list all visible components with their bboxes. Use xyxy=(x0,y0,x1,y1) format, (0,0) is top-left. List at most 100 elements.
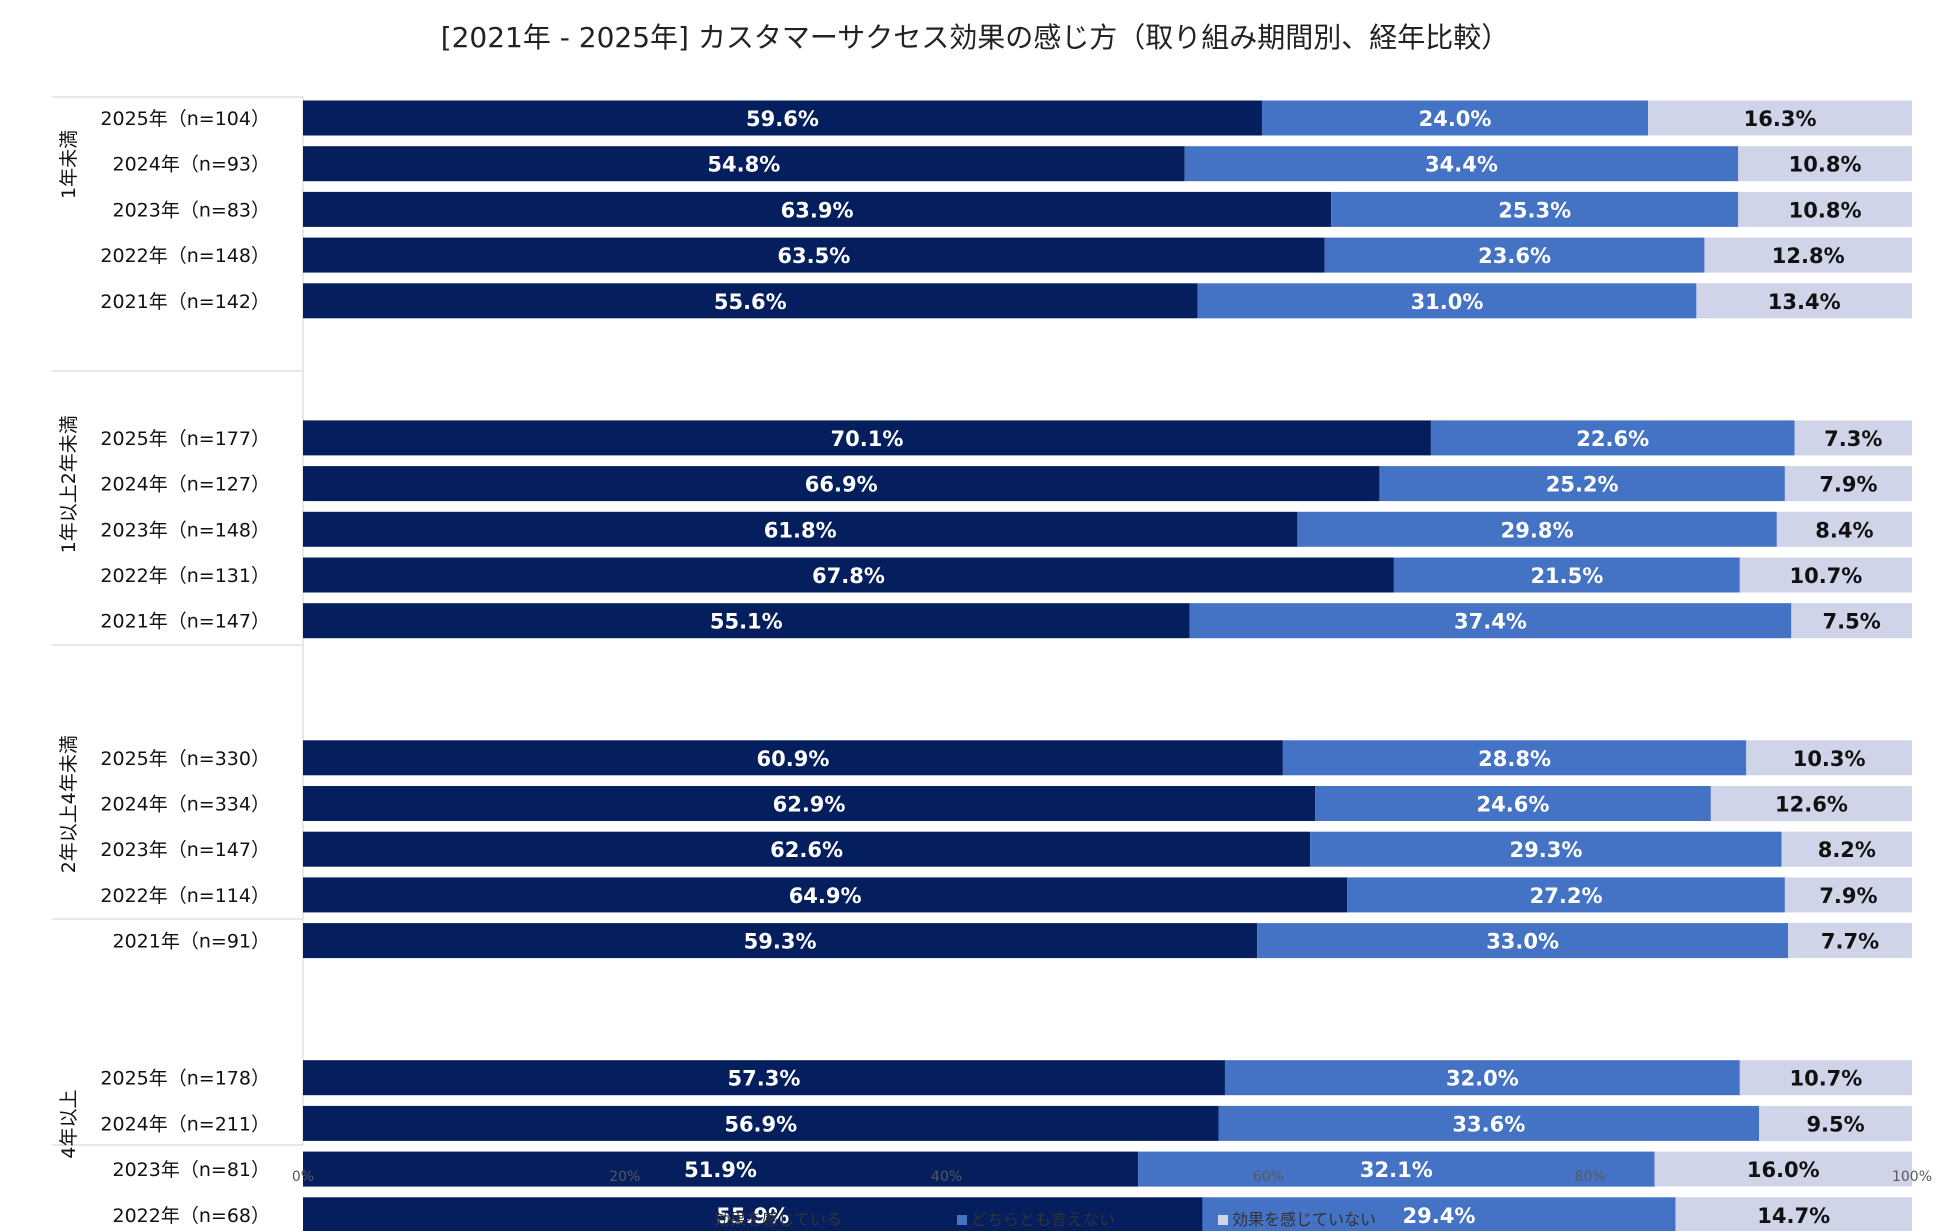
data-label: 64.9% xyxy=(789,884,862,908)
data-label: 10.7% xyxy=(1789,564,1862,588)
bar-segment xyxy=(1138,1151,1655,1187)
data-label: 10.8% xyxy=(1789,153,1862,177)
x-tick-label: 0% xyxy=(292,1169,314,1185)
data-label: 8.2% xyxy=(1818,838,1876,862)
data-label: 10.3% xyxy=(1793,747,1866,771)
bar-segment xyxy=(1784,466,1912,502)
bar-segment xyxy=(1257,923,1789,959)
bar-segment xyxy=(1710,786,1912,821)
row-label: 2021年（n=147） xyxy=(100,611,270,633)
bar-segment xyxy=(1310,831,1782,867)
data-label: 7.3% xyxy=(1824,427,1882,451)
data-label: 10.8% xyxy=(1789,198,1862,222)
data-label: 62.6% xyxy=(770,838,843,862)
data-label: 63.9% xyxy=(781,198,854,222)
bar-segment xyxy=(1738,191,1912,227)
bar-segment xyxy=(1788,923,1912,959)
bar-segment xyxy=(303,557,1394,593)
data-label: 56.9% xyxy=(724,1112,797,1136)
bar-segment xyxy=(1331,191,1739,227)
bar-segment xyxy=(1794,420,1912,456)
data-label: 70.1% xyxy=(831,427,904,451)
group-label: 2年以上4年未満 xyxy=(58,735,80,873)
bar-segment xyxy=(1784,877,1912,913)
legend-label: どちらとも言えない xyxy=(971,1210,1115,1229)
data-label: 27.2% xyxy=(1530,884,1603,908)
group-label: 4年以上 xyxy=(58,1090,80,1159)
data-label: 25.3% xyxy=(1498,198,1571,222)
bar-segment xyxy=(1759,1105,1912,1141)
bar-segment xyxy=(303,1151,1139,1187)
row-label: 2022年（n=131） xyxy=(100,565,270,587)
row-label: 2025年（n=178） xyxy=(100,1068,270,1090)
data-label: 24.6% xyxy=(1477,793,1550,817)
row-label: 2023年（n=147） xyxy=(100,839,270,861)
row-label: 2022年（n=148） xyxy=(100,245,270,267)
row-label: 2024年（n=211） xyxy=(100,1113,270,1135)
bar-segment xyxy=(303,603,1190,639)
bar-segment xyxy=(303,191,1332,227)
row-label: 2021年（n=91） xyxy=(113,931,271,953)
bar-segment xyxy=(303,923,1258,959)
legend-label: 効果を感じていない xyxy=(1232,1210,1376,1229)
bar-segment xyxy=(303,1105,1219,1141)
row-label: 2023年（n=81） xyxy=(113,1159,271,1181)
data-label: 55.1% xyxy=(710,610,783,634)
bar-segment xyxy=(303,511,1298,547)
bar-segment xyxy=(303,283,1198,319)
group-label: 1年未満 xyxy=(58,130,80,199)
bar-segment xyxy=(303,146,1185,182)
data-label: 59.3% xyxy=(744,930,817,954)
bar-segment xyxy=(1696,283,1912,319)
bar-segment xyxy=(303,740,1283,776)
bar-segment xyxy=(1648,100,1912,136)
data-label: 13.4% xyxy=(1768,290,1841,314)
bar-segment xyxy=(1791,603,1912,639)
labels: 1年未満 2025年（n=104） 59.6% 24.0% 16.3% 2024年（n=9… xyxy=(58,107,1882,1228)
row-label: 2023年（n=148） xyxy=(100,519,270,541)
data-label: 63.5% xyxy=(777,244,850,268)
data-label: 29.3% xyxy=(1510,838,1583,862)
data-label: 23.6% xyxy=(1478,244,1551,268)
bar-segment xyxy=(1197,283,1697,319)
data-label: 33.0% xyxy=(1486,930,1559,954)
data-label: 7.9% xyxy=(1819,473,1877,497)
row-label: 2025年（n=330） xyxy=(100,748,270,770)
data-label: 67.8% xyxy=(812,564,885,588)
data-label: 16.0% xyxy=(1747,1158,1820,1182)
bar-segment xyxy=(1675,1197,1912,1231)
data-label: 8.4% xyxy=(1815,518,1873,542)
legend-swatch xyxy=(700,1215,710,1225)
bar-segment xyxy=(1739,557,1912,593)
bar-segment xyxy=(303,466,1380,502)
legend-label: 効果を感じている xyxy=(714,1210,842,1229)
data-label: 12.6% xyxy=(1775,793,1848,817)
data-label: 61.8% xyxy=(764,518,837,542)
bar-segment xyxy=(1261,100,1649,136)
bar-segment xyxy=(1189,603,1792,639)
legend-swatch xyxy=(957,1215,967,1225)
data-label: 9.5% xyxy=(1806,1112,1864,1136)
row-label: 2022年（n=114） xyxy=(100,885,270,907)
row-label: 2024年（n=334） xyxy=(100,794,270,816)
data-label: 7.7% xyxy=(1821,930,1879,954)
data-label: 37.4% xyxy=(1454,610,1527,634)
data-label: 12.8% xyxy=(1772,244,1845,268)
bar-segment xyxy=(1776,511,1912,547)
data-label: 21.5% xyxy=(1530,564,1603,588)
data-label: 55.6% xyxy=(714,290,787,314)
bar-segment xyxy=(1282,740,1747,776)
bar-segment xyxy=(303,100,1262,136)
legend-swatch xyxy=(1218,1215,1228,1225)
data-label: 31.0% xyxy=(1411,290,1484,314)
bar-segment xyxy=(1218,1105,1760,1141)
legend: 効果を感じている どちらとも言えない 効果を感じていない xyxy=(700,1210,1376,1229)
row-label: 2023年（n=83） xyxy=(113,199,271,221)
data-label: 10.7% xyxy=(1789,1067,1862,1091)
row-label: 2025年（n=104） xyxy=(100,108,270,130)
data-label: 25.2% xyxy=(1546,473,1619,497)
bar-segment xyxy=(1202,1197,1676,1231)
bar-segment xyxy=(303,1060,1225,1096)
data-label: 32.1% xyxy=(1360,1158,1433,1182)
row-label: 2024年（n=127） xyxy=(100,474,270,496)
